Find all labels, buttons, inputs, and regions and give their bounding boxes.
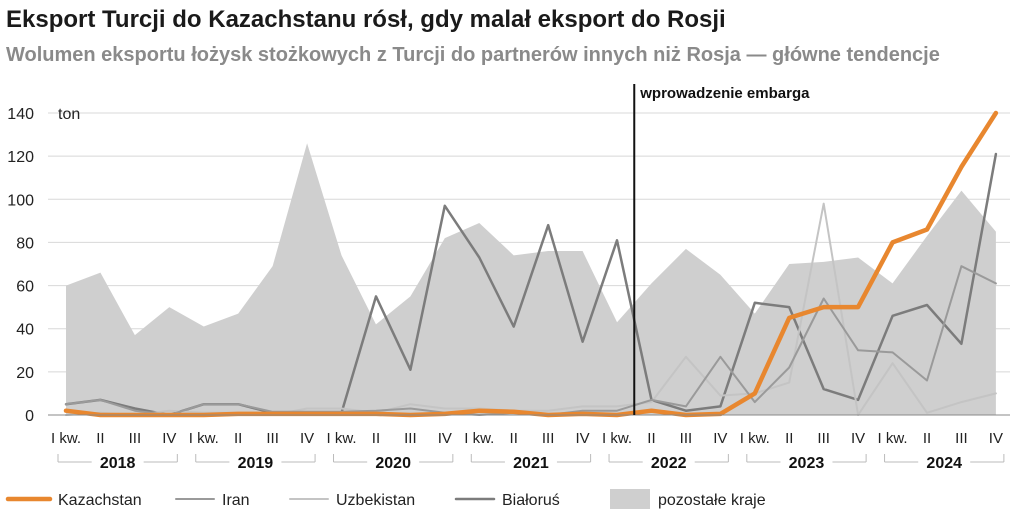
x-tick-label: II <box>372 430 380 447</box>
x-tick-label: I kw. <box>740 430 770 447</box>
x-tick-label: II <box>923 430 931 447</box>
year-label: 2023 <box>789 455 825 472</box>
year-label: 2019 <box>238 455 274 472</box>
legend-swatch <box>610 489 650 509</box>
x-tick-label: IV <box>300 430 314 447</box>
chart-title: Eksport Turcji do Kazachstanu rósł, gdy … <box>6 6 726 33</box>
year-label: 2021 <box>513 455 549 472</box>
x-tick-label: IV <box>989 430 1003 447</box>
x-tick-label: III <box>404 430 417 447</box>
year-label: 2022 <box>651 455 687 472</box>
year-label: 2020 <box>375 455 411 472</box>
legend-label: Kazachstan <box>58 492 142 509</box>
y-tick-label: 60 <box>16 279 34 296</box>
x-tick-label: II <box>510 430 518 447</box>
legend-label: pozostałe kraje <box>658 492 766 509</box>
y-tick-label: 40 <box>16 322 34 339</box>
x-tick-label: II <box>785 430 793 447</box>
y-axis-unit: ton <box>58 106 80 123</box>
year-label: 2024 <box>926 455 962 472</box>
x-tick-label: IV <box>162 430 176 447</box>
y-tick-label: 100 <box>7 192 34 209</box>
year-label: 2018 <box>100 455 136 472</box>
x-tick-label: IV <box>576 430 590 447</box>
x-tick-label: III <box>542 430 555 447</box>
legend-label: Uzbekistan <box>336 492 415 509</box>
x-tick-label: III <box>129 430 142 447</box>
x-tick-label: I kw. <box>327 430 357 447</box>
x-tick-label: III <box>266 430 279 447</box>
embargo-label: wprowadzenie embarga <box>639 85 810 102</box>
legend-label: Iran <box>222 492 250 509</box>
x-tick-label: II <box>234 430 242 447</box>
x-tick-label: IV <box>851 430 865 447</box>
x-tick-label: I kw. <box>464 430 494 447</box>
x-tick-label: II <box>96 430 104 447</box>
x-tick-label: III <box>817 430 830 447</box>
chart-subtitle: Wolumen eksportu łożysk stożkowych z Tur… <box>6 44 940 66</box>
x-tick-label: I kw. <box>51 430 81 447</box>
y-tick-label: 140 <box>7 106 34 123</box>
x-tick-label: I kw. <box>602 430 632 447</box>
x-tick-label: I kw. <box>189 430 219 447</box>
x-tick-label: IV <box>713 430 727 447</box>
x-tick-label: IV <box>438 430 452 447</box>
series-line-kazachstan <box>63 110 999 418</box>
x-tick-label: II <box>647 430 655 447</box>
x-tick-label: III <box>955 430 968 447</box>
y-tick-label: 80 <box>16 235 34 252</box>
legend-label: Białoruś <box>502 492 560 509</box>
y-tick-label: 120 <box>7 149 34 166</box>
y-tick-label: 0 <box>25 408 34 425</box>
x-tick-label: III <box>680 430 693 447</box>
x-tick-label: I kw. <box>878 430 908 447</box>
y-tick-label: 20 <box>16 365 34 382</box>
